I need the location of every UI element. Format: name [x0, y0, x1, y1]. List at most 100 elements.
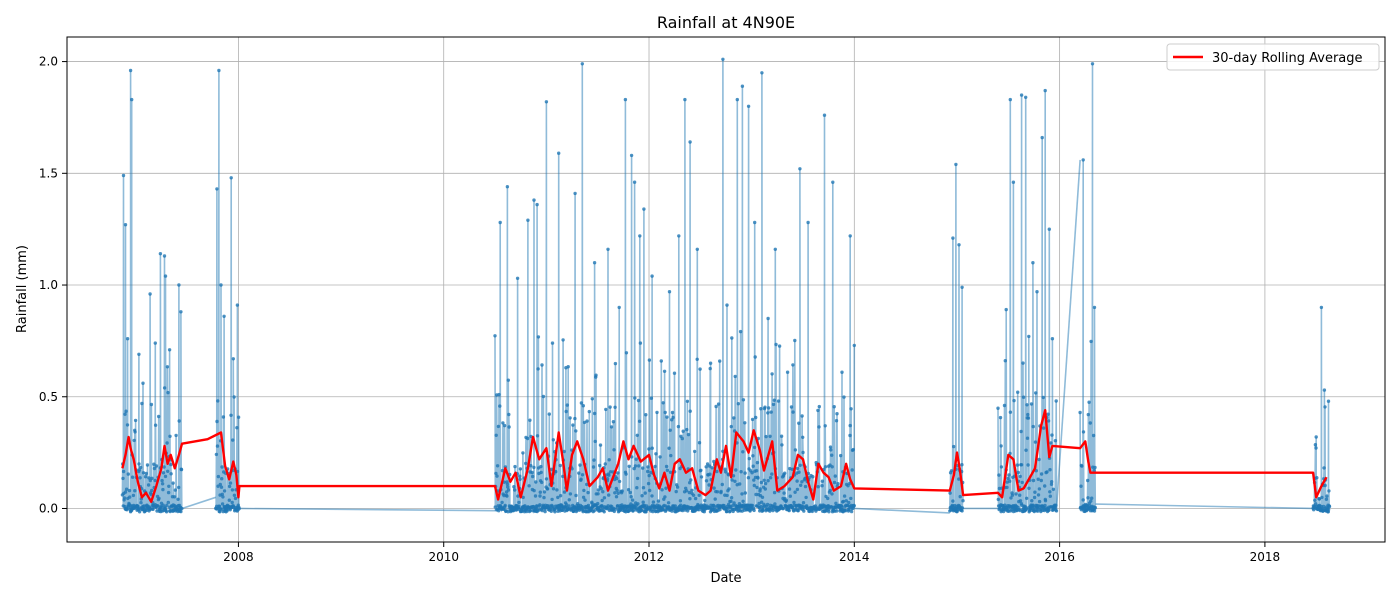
daily-rainfall-point	[801, 450, 805, 455]
daily-rainfall-point	[235, 426, 239, 430]
daily-rainfall-point	[822, 113, 827, 117]
daily-rainfall-point	[795, 466, 800, 471]
daily-rainfall-point	[222, 314, 226, 318]
x-tick-label: 2016	[1044, 550, 1075, 564]
daily-rainfall-point	[515, 276, 520, 280]
daily-rainfall-point	[562, 490, 567, 494]
daily-rainfall-point	[168, 434, 172, 438]
daily-rainfall-point	[533, 494, 538, 498]
daily-rainfall-point	[716, 402, 721, 406]
daily-rainfall-point	[1054, 503, 1058, 507]
daily-rainfall-point	[626, 488, 631, 492]
daily-rainfall-point	[1027, 486, 1031, 490]
daily-rainfall-point	[827, 510, 831, 514]
daily-rainfall-point	[607, 473, 611, 477]
daily-rainfall-point	[1029, 402, 1034, 406]
daily-rainfall-point	[573, 191, 577, 196]
daily-rainfall-point	[506, 488, 511, 492]
daily-rainfall-point	[235, 303, 240, 307]
daily-rainfall-point	[638, 234, 642, 238]
daily-rainfall-point	[227, 484, 232, 489]
daily-rainfall-point	[1053, 439, 1058, 443]
daily-rainfall-point	[592, 509, 596, 513]
daily-rainfall-point	[659, 359, 663, 363]
daily-rainfall-point	[741, 499, 745, 503]
daily-rainfall-point	[640, 494, 644, 498]
daily-rainfall-point	[766, 479, 770, 483]
daily-rainfall-point	[133, 489, 137, 493]
daily-rainfall-point	[798, 167, 802, 171]
daily-rainfall-point	[581, 404, 585, 408]
daily-rainfall-point	[498, 220, 502, 225]
daily-rainfall-point	[518, 477, 522, 481]
daily-rainfall-point	[550, 341, 555, 345]
daily-rainfall-point	[685, 399, 690, 403]
daily-rainfall-point	[179, 310, 183, 314]
daily-rainfall-point	[553, 510, 557, 514]
daily-rainfall-point	[752, 445, 757, 450]
daily-rainfall-point	[614, 495, 619, 499]
daily-rainfall-point	[1010, 493, 1015, 497]
daily-rainfall-point	[647, 358, 652, 362]
daily-rainfall-point	[730, 336, 734, 340]
daily-rainfall-point	[531, 474, 535, 479]
daily-rainfall-point	[220, 492, 224, 496]
daily-rainfall-point	[179, 467, 184, 472]
daily-rainfall-point	[663, 495, 667, 499]
daily-rainfall-point	[850, 468, 854, 472]
daily-rainfall-point	[159, 505, 163, 510]
daily-rainfall-point	[673, 504, 677, 508]
daily-rainfall-point	[776, 399, 781, 403]
daily-rainfall-point	[725, 493, 729, 498]
daily-rainfall-point	[1092, 509, 1097, 513]
daily-rainfall-point	[495, 474, 499, 478]
daily-rainfall-point	[507, 412, 511, 417]
daily-rainfall-point	[732, 501, 736, 505]
daily-rainfall-point	[160, 482, 165, 486]
daily-rainfall-point	[1030, 499, 1034, 503]
grid	[67, 37, 1385, 542]
daily-rainfall-point	[998, 415, 1003, 420]
daily-rainfall-point	[948, 491, 952, 495]
daily-rainfall-point	[1008, 479, 1012, 483]
daily-rainfall-point	[163, 274, 168, 278]
daily-rainfall-point	[229, 176, 233, 180]
daily-rainfall-point	[693, 449, 697, 454]
daily-rainfall-point	[665, 415, 669, 419]
daily-rainfall-point	[215, 187, 219, 191]
daily-rainfall-point	[582, 488, 586, 493]
daily-rainfall-point	[167, 484, 171, 488]
daily-rainfall-point	[768, 434, 772, 438]
daily-rainfall-point	[636, 398, 641, 403]
daily-rainfall-point	[611, 420, 616, 424]
daily-rainfall-point	[668, 470, 673, 474]
daily-rainfall-point	[565, 403, 569, 407]
daily-rainfall-point	[631, 509, 635, 513]
daily-rainfall-point	[723, 467, 727, 471]
daily-rainfall-point	[592, 261, 597, 265]
daily-rainfall-point	[231, 438, 235, 442]
daily-rainfall-point	[1043, 484, 1047, 488]
daily-rainfall-point	[791, 363, 795, 367]
daily-rainfall-point	[550, 497, 554, 502]
daily-rainfall-point	[691, 493, 696, 497]
daily-rainfall-point	[752, 483, 756, 488]
daily-rainfall-point	[840, 505, 844, 510]
daily-rainfall-point	[804, 495, 808, 500]
daily-rainfall-point	[729, 499, 733, 503]
daily-rainfall-point	[122, 496, 127, 500]
daily-rainfall-point	[161, 487, 165, 492]
daily-rainfall-point	[635, 433, 639, 437]
daily-rainfall-point	[1080, 464, 1084, 468]
daily-rainfall-point	[549, 509, 553, 513]
daily-rainfall-point	[518, 467, 523, 471]
daily-rainfall-point	[680, 436, 684, 441]
daily-rainfall-point	[1018, 493, 1022, 497]
daily-rainfall-point	[828, 445, 833, 449]
daily-rainfall-point	[221, 495, 225, 499]
daily-rainfall-point	[231, 357, 235, 361]
daily-rainfall-point	[137, 468, 141, 472]
daily-rainfall-point	[1326, 507, 1331, 512]
daily-rainfall-point	[125, 423, 130, 427]
daily-rainfall-point	[526, 436, 530, 441]
